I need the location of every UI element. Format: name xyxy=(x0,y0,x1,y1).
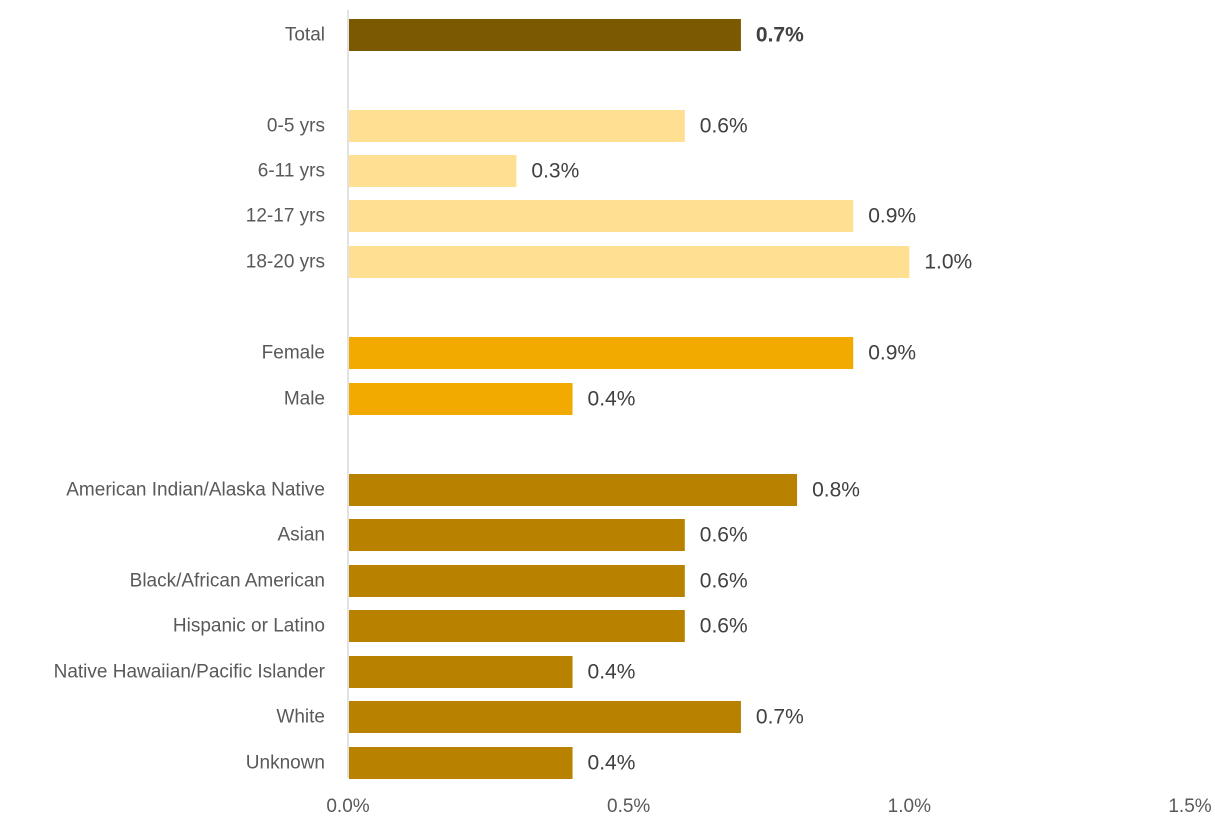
category-label: 0-5 yrs xyxy=(267,116,325,137)
data-label: 0.6% xyxy=(700,615,748,638)
bar-group xyxy=(349,19,910,779)
bar xyxy=(349,155,517,187)
category-label: American Indian/Alaska Native xyxy=(66,480,325,501)
data-label: 0.4% xyxy=(588,388,636,411)
data-label: 0.6% xyxy=(700,115,748,138)
value-labels: 0.7% 0.6% 0.3% 0.9% 1.0% 0.9% 0.4% 0.8% 0.6% 0.6%… xyxy=(531,24,972,775)
x-axis-ticks: 0.0% 0.5% 1.0% 1.5% xyxy=(326,796,1211,817)
x-tick-label: 1.5% xyxy=(1168,796,1211,817)
data-label: 0.4% xyxy=(588,752,636,775)
bar xyxy=(349,519,685,551)
category-label: Black/African American xyxy=(130,571,325,592)
category-label: Hispanic or Latino xyxy=(173,616,325,637)
data-label: 0.4% xyxy=(588,661,636,684)
data-label: 0.9% xyxy=(868,205,916,228)
category-label: White xyxy=(276,707,325,728)
bar xyxy=(349,246,910,278)
bar xyxy=(349,383,573,415)
data-label: 0.3% xyxy=(531,160,579,183)
category-label: 12-17 yrs xyxy=(246,206,325,227)
bar xyxy=(349,337,854,369)
category-label: Male xyxy=(284,389,325,410)
bar xyxy=(349,610,685,642)
category-label: Unknown xyxy=(246,753,325,774)
bar xyxy=(349,656,573,688)
bar xyxy=(349,110,685,142)
data-label: 0.6% xyxy=(700,524,748,547)
data-label: 0.7% xyxy=(756,706,804,729)
category-label: 6-11 yrs xyxy=(258,161,325,182)
bar xyxy=(349,701,741,733)
data-label: 0.6% xyxy=(700,570,748,593)
data-label: 0.9% xyxy=(868,342,916,365)
bar xyxy=(349,19,741,51)
x-tick-label: 1.0% xyxy=(888,796,931,817)
category-label: Native Hawaiian/Pacific Islander xyxy=(54,662,326,683)
x-tick-label: 0.5% xyxy=(607,796,650,817)
bar xyxy=(349,474,798,506)
category-label: Total xyxy=(285,25,325,46)
x-tick-label: 0.0% xyxy=(326,796,369,817)
bar xyxy=(349,747,573,779)
data-label: 1.0% xyxy=(924,251,972,274)
category-labels: Total 0-5 yrs 6-11 yrs 12-17 yrs 18-20 yrs Fe… xyxy=(54,25,326,774)
category-label: 18-20 yrs xyxy=(246,252,325,273)
category-label: Asian xyxy=(277,525,325,546)
bar xyxy=(349,200,854,232)
category-label: Female xyxy=(262,343,325,364)
data-label: 0.8% xyxy=(812,479,860,502)
bar xyxy=(349,565,685,597)
data-label: 0.7% xyxy=(756,24,804,47)
